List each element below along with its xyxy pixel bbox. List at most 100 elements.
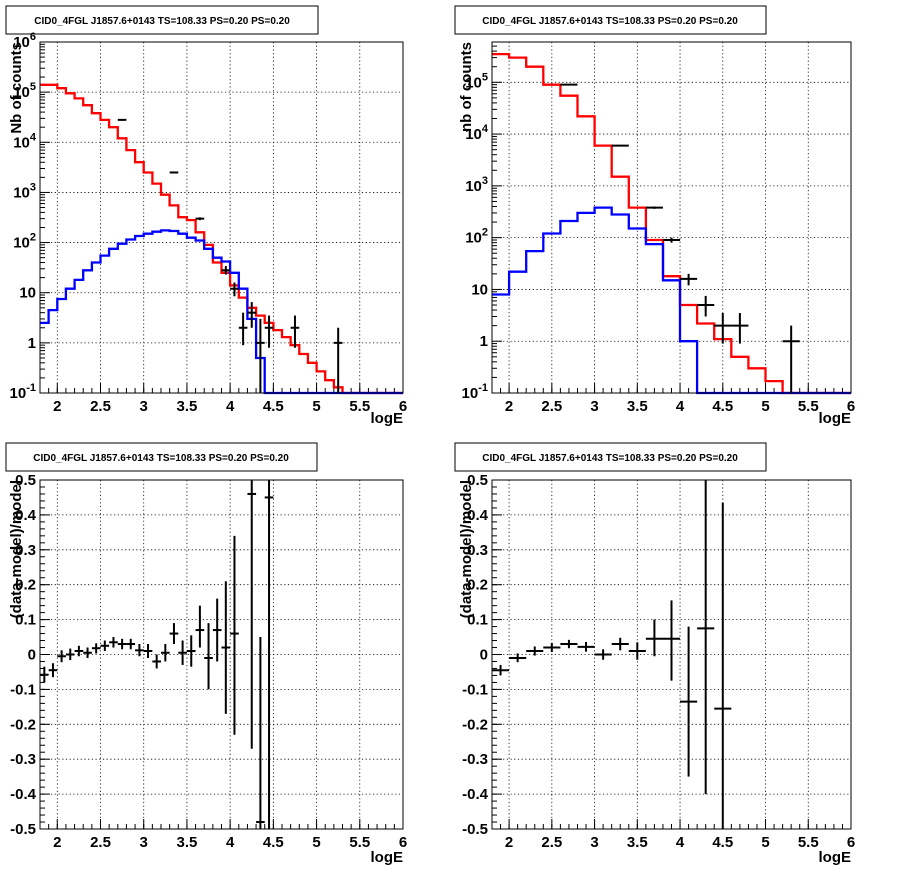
data-point bbox=[264, 480, 274, 829]
y-tick-label: 0.5 bbox=[467, 472, 488, 489]
y-tick-label: 1 bbox=[480, 333, 488, 350]
panel-title: CID0_4FGL J1857.6+0143 TS=108.33 PS=0.20… bbox=[34, 16, 290, 27]
x-tick-label: 5.5 bbox=[798, 834, 819, 851]
data-point bbox=[40, 666, 49, 683]
data-point bbox=[100, 640, 110, 652]
data-point bbox=[611, 144, 629, 147]
x-tick-label: 2 bbox=[53, 398, 61, 415]
data-point bbox=[492, 664, 510, 676]
y-tick-label: -0.4 bbox=[462, 786, 489, 803]
x-tick-label: 4 bbox=[676, 834, 685, 851]
data-point bbox=[221, 266, 231, 275]
data-point bbox=[697, 480, 715, 795]
title-box bbox=[5, 5, 319, 35]
data-point bbox=[782, 325, 800, 393]
y-axis-label: (data-model)/model bbox=[458, 480, 475, 618]
x-tick-label: 5.5 bbox=[349, 834, 370, 851]
y-tick-label: -0.2 bbox=[462, 716, 488, 733]
panel-title: CID0_4FGL J1857.6+0143 TS=108.33 PS=0.20… bbox=[482, 16, 738, 27]
data-point bbox=[152, 654, 161, 669]
plot-frame bbox=[491, 41, 852, 394]
x-tick-label: 3 bbox=[590, 834, 598, 851]
x-tick-label: 5 bbox=[312, 398, 320, 415]
data-point bbox=[611, 637, 629, 651]
y-tick-label: 102 bbox=[465, 227, 488, 247]
model-histogram bbox=[40, 83, 403, 395]
data-point bbox=[212, 598, 222, 662]
title-box bbox=[5, 442, 318, 472]
x-tick-label: 3 bbox=[590, 398, 598, 415]
y-tick-label: 103 bbox=[13, 181, 36, 201]
data-point bbox=[577, 641, 595, 652]
data-point bbox=[264, 315, 274, 348]
data-point bbox=[161, 644, 170, 662]
y-tick-label: 106 bbox=[13, 31, 36, 51]
data-point bbox=[117, 638, 127, 650]
data-point bbox=[74, 645, 84, 657]
y-axis-label: Nb of counts bbox=[8, 42, 25, 134]
x-tick-label: 3.5 bbox=[176, 398, 197, 415]
source-histogram bbox=[492, 206, 851, 395]
plot-area: 2 2.5 3 3.5 4 4.5 5 5.5 6 -0.5 -0.4 -0.3 -0.2 -0.1 0 0.… bbox=[10, 472, 407, 851]
data-point bbox=[731, 313, 749, 344]
grid bbox=[40, 42, 403, 393]
panel-title: CID0_4FGL J1857.6+0143 TS=108.33 PS=0.20… bbox=[33, 453, 289, 464]
data-point bbox=[221, 581, 231, 714]
data-point bbox=[169, 171, 179, 174]
data-point bbox=[247, 302, 257, 328]
data-point bbox=[594, 649, 612, 660]
x-axis-label: logE bbox=[371, 410, 404, 427]
x-tick-label: 3.5 bbox=[627, 834, 648, 851]
x-tick-label: 5 bbox=[312, 834, 320, 851]
data-point bbox=[204, 623, 213, 690]
data-point bbox=[247, 480, 257, 749]
plot-area: 2 2.5 3 3.5 4 4.5 5 5.5 6 10-1 1 10 102 103 104 105 106 bbox=[10, 31, 408, 415]
y-tick-label: 10-1 bbox=[10, 382, 36, 402]
x-tick-label: 2.5 bbox=[90, 398, 111, 415]
x-tick-label: 5 bbox=[761, 398, 769, 415]
y-tick-label: 0.1 bbox=[15, 612, 36, 629]
y-tick-label: -0.5 bbox=[462, 821, 488, 838]
x-tick-label: 4 bbox=[676, 398, 685, 415]
x-tick-label: 4.5 bbox=[263, 398, 284, 415]
y-tick-label: -0.4 bbox=[10, 786, 37, 803]
data-point bbox=[290, 315, 300, 348]
plot-frame bbox=[491, 479, 852, 830]
y-axis-label: (data-model)/model bbox=[8, 480, 25, 618]
y-tick-label: 0.2 bbox=[15, 577, 36, 594]
y-tick-label: 0.4 bbox=[467, 507, 489, 524]
y-tick-label: 104 bbox=[13, 131, 37, 151]
y-tick-label: -0.3 bbox=[10, 751, 36, 768]
data-point bbox=[126, 638, 136, 650]
x-tick-label: 3 bbox=[140, 398, 148, 415]
plot-frame bbox=[39, 41, 404, 394]
data-point bbox=[628, 642, 646, 660]
y-tick-label: 0.4 bbox=[15, 507, 37, 524]
data-point bbox=[256, 318, 265, 393]
x-tick-label: 2 bbox=[505, 398, 513, 415]
title-box bbox=[454, 5, 767, 35]
y-tick-label: 103 bbox=[465, 175, 488, 195]
data-point bbox=[697, 295, 715, 317]
y-tick-label: -0.5 bbox=[10, 821, 36, 838]
panel-top-left: CID0_4FGL J1857.6+0143 TS=108.33 PS=0.20… bbox=[5, 5, 408, 427]
data-point bbox=[83, 647, 92, 658]
data-point bbox=[526, 646, 544, 656]
data-point bbox=[48, 663, 58, 678]
x-tick-label: 3.5 bbox=[176, 834, 197, 851]
y-tick-label: 0 bbox=[28, 647, 36, 664]
data-point bbox=[714, 502, 732, 829]
y-tick-label: 104 bbox=[465, 123, 489, 143]
y-tick-label: 0.1 bbox=[467, 612, 488, 629]
grid bbox=[40, 480, 403, 829]
y-tick-label: -0.3 bbox=[462, 751, 488, 768]
data-point bbox=[645, 619, 663, 657]
data-point bbox=[714, 313, 732, 344]
x-tick-label: 5 bbox=[761, 834, 769, 851]
x-tick-label: 6 bbox=[847, 398, 855, 415]
data-point bbox=[256, 637, 265, 829]
x-tick-label: 2 bbox=[505, 834, 513, 851]
data-point bbox=[65, 648, 75, 661]
data-point bbox=[143, 644, 153, 658]
